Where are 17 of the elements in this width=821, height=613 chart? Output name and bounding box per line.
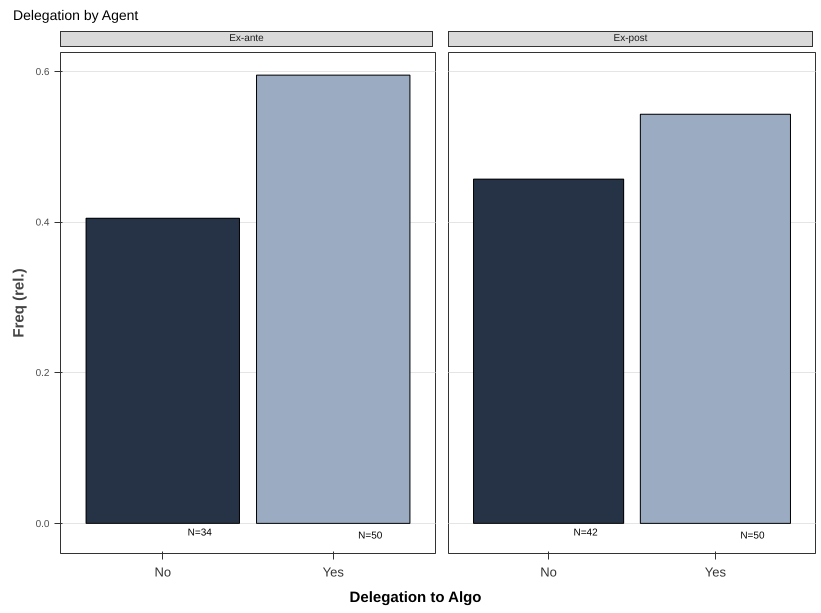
- chart-title: Delegation by Agent: [13, 6, 138, 25]
- y-axis-title: Freq (rel.): [10, 268, 28, 338]
- y-tick-label: 0.4: [36, 218, 50, 229]
- chart-subtitle: Ex-ante: [229, 32, 264, 46]
- x-axis-title: Delegation to Algo: [350, 588, 482, 608]
- x-tick-label: Yes: [322, 564, 344, 580]
- y-tick-label: 0.2: [36, 368, 50, 380]
- chart-subtitle: Ex-post: [614, 32, 648, 46]
- y-tick-label: 0.6: [36, 66, 50, 78]
- annotation: N=42: [574, 527, 598, 538]
- x-tick-label: Yes: [704, 564, 727, 580]
- x-tick-label: No: [154, 564, 172, 580]
- annotation: N=34: [188, 527, 212, 538]
- annotation: N=50: [358, 530, 383, 542]
- annotation: N=50: [740, 530, 765, 542]
- y-tick-label: 0.0: [36, 518, 50, 530]
- x-tick-label: No: [540, 564, 557, 580]
